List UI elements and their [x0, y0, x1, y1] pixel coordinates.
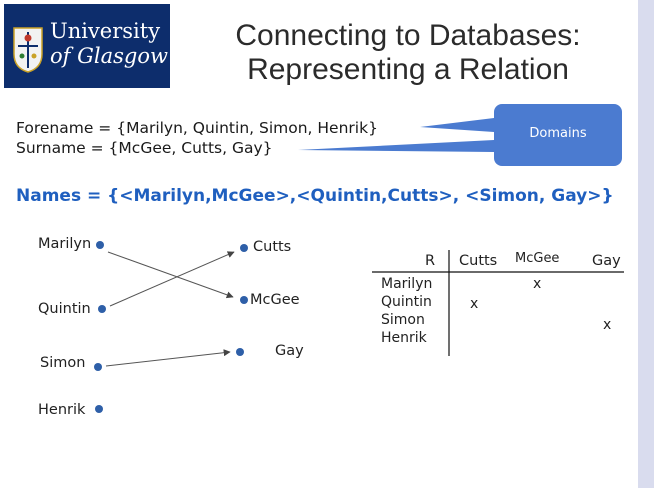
row-header-quintin: Quintin [381, 294, 432, 310]
slide-title-line-1: Connecting to Databases: [235, 19, 581, 52]
cell-quintin-cutts: x [470, 296, 479, 312]
left-node-marilyn: Marilyn [38, 236, 92, 252]
names-relation: Names = {<Marilyn,McGee>,<Quintin,Cutts>… [16, 186, 614, 206]
surname-domain: Surname = {McGee, Cutts, Gay} [16, 139, 273, 157]
forename-domain: Forename = {Marilyn, Quintin, Simon, Hen… [16, 119, 378, 137]
arrow-marilyn-mcgee [107, 251, 234, 299]
arrow-simon-gay [105, 349, 231, 367]
callout-pointer-surname [298, 140, 494, 152]
university-logo: University of Glasgow [4, 4, 170, 88]
logo-line-1: University [50, 19, 161, 43]
slide-title-line-2: Representing a Relation [247, 53, 569, 86]
right-node-cutts: Cutts [253, 239, 292, 255]
left-node-henrik: Henrik [38, 402, 86, 418]
node-dot-cutts [240, 244, 248, 252]
node-dot-henrik [95, 405, 103, 413]
domains-callout [494, 104, 622, 166]
column-header-mcgee: McGee [515, 251, 560, 266]
callout-pointer-forename [420, 118, 494, 132]
node-dot-mcgee [240, 296, 248, 304]
column-header-gay: Gay [592, 253, 621, 269]
cell-simon-gay: x [603, 317, 612, 333]
node-dot-marilyn [96, 241, 104, 249]
crest-icon [13, 27, 43, 73]
node-dot-quintin [98, 305, 106, 313]
domains-callout-label: Domains [529, 126, 587, 141]
cell-marilyn-mcgee: x [533, 276, 542, 292]
node-dot-simon [94, 363, 102, 371]
node-dot-gay [236, 348, 244, 356]
left-node-quintin: Quintin [38, 301, 91, 317]
column-header-cutts: Cutts [459, 253, 498, 269]
table-corner-label: R [425, 253, 436, 269]
logo-line-2: of Glasgow [50, 44, 168, 68]
arrow-quintin-cutts [109, 251, 235, 307]
row-header-marilyn: Marilyn [381, 276, 433, 292]
left-node-simon: Simon [40, 355, 86, 371]
right-node-mcgee: McGee [250, 292, 300, 308]
right-node-gay: Gay [275, 343, 304, 359]
slide-right-edge [638, 0, 654, 488]
row-header-henrik: Henrik [381, 330, 427, 346]
row-header-simon: Simon [381, 312, 425, 328]
